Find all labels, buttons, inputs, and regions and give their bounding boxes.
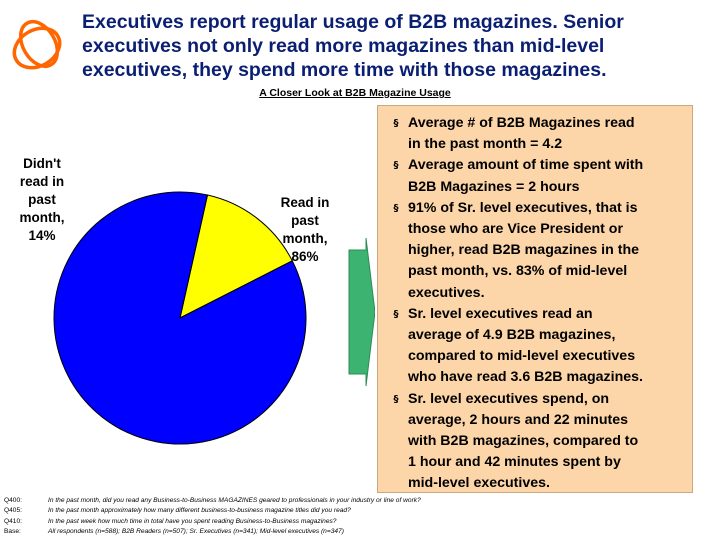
footnote-row: Q400: In the past month, did you read any… <box>4 496 714 506</box>
footnote-code: Q400: <box>4 497 22 504</box>
finding-item: § Sr. level executives spend, on average, … <box>386 389 686 495</box>
bullet-icon: § <box>393 160 399 172</box>
finding-line: compared to mid-level executives <box>408 348 636 365</box>
footnote-code: Q405: <box>4 507 22 515</box>
findings-panel: § Average # of B2B Magazines read in the p… <box>377 105 693 493</box>
finding-line: mid-level executives. <box>408 475 550 492</box>
footnote-code: Q410: <box>4 517 22 525</box>
slice-label-line: 86% <box>291 249 318 264</box>
footnote-code: Base: <box>4 528 21 536</box>
finding-line: with B2B magazines, compared to <box>408 433 639 450</box>
bullet-icon: § <box>393 393 399 405</box>
bullet-icon: § <box>393 118 399 129</box>
footnote-text: In the past month, did you read any Busi… <box>48 497 421 504</box>
usage-pie-chart: Didn't read in past month, 14% Read in past mon… <box>20 156 375 445</box>
finding-line: in the past month = 4.2 <box>408 136 563 153</box>
finding-line: 1 hour and 42 minutes spent by <box>408 454 621 471</box>
finding-line: higher, read B2B magazines in the <box>408 242 640 259</box>
finding-line: those who are Vice President or <box>408 221 623 238</box>
finding-line: executives. <box>408 284 485 301</box>
bullet-icon: § <box>393 308 399 320</box>
footnote-text: In the past month approximately how many… <box>48 507 351 515</box>
slice-label-line: past <box>28 192 56 207</box>
survey-footnotes: Q400: In the past month, did you read any… <box>4 496 714 538</box>
finding-line: average, 2 hours and 22 minutes <box>408 411 628 428</box>
finding-line: average of 4.9 B2B magazines, <box>408 327 616 344</box>
pie-slice-0 <box>179 194 293 319</box>
slice-label-line: Didn't <box>23 156 61 171</box>
finding-line: who have read 3.6 B2B magazines. <box>408 369 643 386</box>
slice-label-line: 14% <box>28 228 55 243</box>
finding-line: past month, vs. 83% of mid-level <box>408 263 628 280</box>
slice-label-line: past <box>291 213 319 228</box>
footnote-text: All respondents (n=588); B2B Readers (n=… <box>48 528 344 536</box>
slice-label-0: Didn't read in past month, 14% <box>20 156 65 243</box>
finding-line: 91% of Sr. level executives, that is <box>408 199 638 216</box>
finding-line: B2B Magazines = 2 hours <box>408 178 580 195</box>
footnote-text: In the past week how much time in total … <box>48 517 337 525</box>
slice-label-1: Read in past month, 86% <box>281 195 330 264</box>
footnote-row: Q405: In the past month approximately how… <box>4 506 714 516</box>
slice-label-line: Read in <box>281 195 330 210</box>
pie-slice-1 <box>53 191 307 445</box>
title-line: Executives report regular usage of B2B m… <box>82 11 624 33</box>
finding-item: § Average # of B2B Magazines read in the p… <box>386 113 686 155</box>
bullet-icon: § <box>393 202 399 214</box>
slice-label-line: month, <box>20 210 65 225</box>
findings-list: § Average # of B2B Magazines read in the p… <box>378 106 692 495</box>
slide-title: Executives report regular usage of B2B m… <box>82 10 702 82</box>
slice-label-line: month, <box>283 231 328 246</box>
finding-line: Sr. level executives spend, on <box>408 390 610 407</box>
right-arrow-icon <box>348 237 375 387</box>
title-line: executives not only read more magazines … <box>82 35 605 57</box>
finding-item: § Average amount of time spent with B2B Ma… <box>386 155 686 197</box>
chart-subtitle: A Closer Look at B2B Magazine Usage <box>0 87 720 99</box>
finding-item: § 91% of Sr. level executives, that is tho… <box>386 198 686 304</box>
finding-line: Sr. level executives read an <box>408 305 593 322</box>
finding-line: Average amount of time spent with <box>408 157 644 174</box>
slice-label-line: read in <box>20 174 64 189</box>
subtitle-text: A Closer Look at B2B Magazine Usage <box>259 87 451 99</box>
finding-item: § Sr. level executives read an average of … <box>386 304 686 389</box>
footnote-row: Q410: In the past week how much time in t… <box>4 517 714 527</box>
finding-line: Average # of B2B Magazines read <box>408 115 635 131</box>
footnote-row: Base: All respondents (n=588); B2B Reader… <box>4 527 714 537</box>
title-line: executives, they spend more time with th… <box>82 59 607 81</box>
company-logo-icon <box>12 19 62 70</box>
